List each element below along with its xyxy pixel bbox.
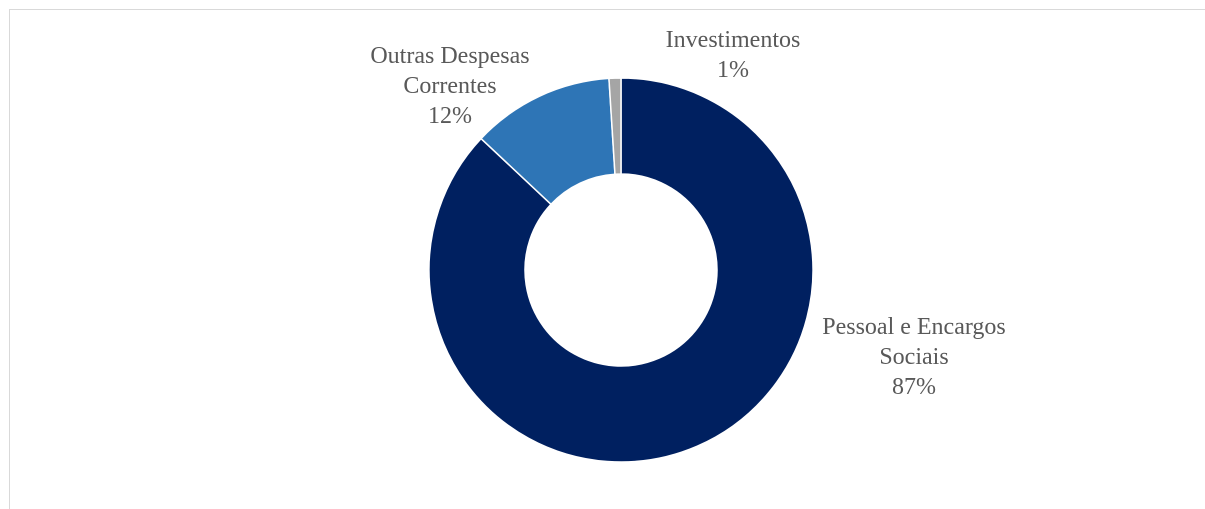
slice-labels: Pessoal e Encargos Sociais 87% Outras Despe…	[370, 27, 1005, 400]
label-pessoal-e-encargos-sociais: Pessoal e Encargos Sociais 87%	[822, 314, 1006, 400]
label-value: 12%	[428, 103, 472, 129]
donut-slices	[428, 77, 814, 463]
label-value: 1%	[717, 57, 749, 83]
chart-area	[9, 9, 1205, 509]
label-outras-despesas-correntes: Outras Despesas Correntes 12%	[370, 43, 529, 129]
slice-investimentos	[608, 77, 622, 175]
label-line: Investimentos	[666, 27, 801, 53]
label-investimentos: Investimentos 1%	[666, 27, 801, 83]
label-line: Pessoal e Encargos	[822, 314, 1006, 340]
label-value: 87%	[892, 374, 936, 400]
label-line: Outras Despesas	[370, 43, 529, 69]
label-line: Sociais	[879, 344, 948, 370]
label-line: Correntes	[403, 73, 496, 99]
slice-pessoal-e-encargos-sociais	[428, 77, 814, 463]
